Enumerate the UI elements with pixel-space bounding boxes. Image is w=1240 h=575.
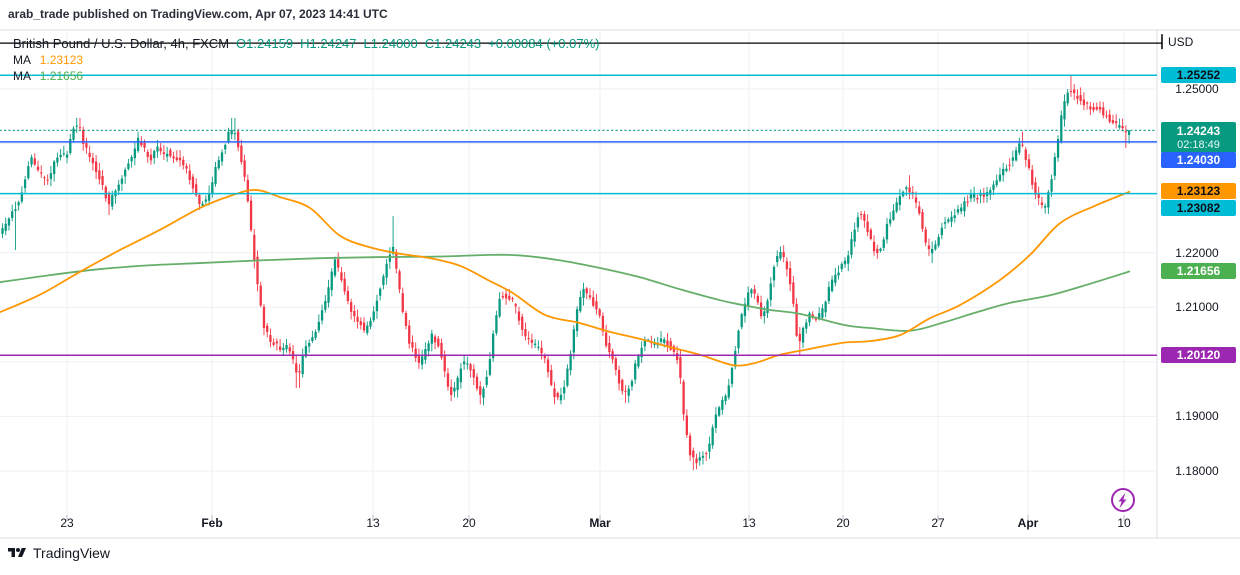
price-badge-upper-cyan: 1.25252: [1161, 67, 1236, 84]
ohlc-low: L1.24000: [363, 36, 418, 51]
price-axis-label: 1.22000: [1175, 245, 1219, 260]
price-axis-currency-label: USD: [1168, 35, 1194, 49]
time-axis-label: 10: [1117, 516, 1131, 530]
price-badge-blue: 1.24030: [1161, 152, 1236, 168]
horizontal-line-black: [0, 34, 1163, 50]
price-badge-lower-cyan: 1.23082: [1161, 200, 1236, 216]
ma1-value: 1.23123: [39, 53, 84, 67]
current-price-badge: 1.24243 02:18:49: [1161, 122, 1236, 153]
symbol-title[interactable]: British Pound / U.S. Dollar, 4h, FXCM: [13, 36, 230, 51]
time-axis-label: 13: [366, 516, 380, 530]
time-axis-label: 23: [60, 516, 74, 530]
grid: [0, 30, 1157, 521]
price-axis-label: 1.18000: [1175, 463, 1219, 478]
tradingview-attribution[interactable]: TradingView: [8, 545, 110, 561]
price-axis-label: 1.25000: [1175, 82, 1219, 96]
ohlc-high: H1.24247: [300, 36, 357, 51]
time-axis-label-month: Feb: [201, 516, 223, 530]
ohlc-open: O1.24159: [236, 36, 294, 51]
tradingview-logo-icon: [8, 546, 26, 560]
ohlc-change: +0.00084 (+0.07%): [488, 36, 600, 51]
ma1-label: MA: [13, 53, 31, 67]
ohlc-close: C1.24243: [424, 36, 482, 51]
tradingview-brand-text: TradingView: [33, 545, 111, 561]
price-axis-label: 1.19000: [1175, 409, 1219, 424]
time-axis-label: 20: [462, 516, 476, 530]
time-axis-label-month: Apr: [1017, 516, 1039, 530]
chart-legend: British Pound / U.S. Dollar, 4h, FXCM O1.…: [13, 36, 599, 51]
ma2-value: 1.21656: [39, 69, 84, 83]
price-axis-label: 1.21000: [1175, 300, 1219, 315]
attribution-text: arab_trade published on TradingView.com,…: [8, 7, 388, 21]
time-axis-label: 20: [836, 516, 850, 530]
countdown-timer: 02:18:49: [1177, 139, 1220, 151]
ma-legend-row-2: MA 1.21656: [13, 69, 83, 83]
ma-orange-badge: 1.23123: [1161, 183, 1236, 200]
price-badge-purple: 1.20120: [1161, 347, 1236, 364]
pane-borders: [0, 29, 1240, 539]
ma-legend-row-1: MA 1.23123: [13, 53, 83, 67]
ma2-label: MA: [13, 69, 31, 83]
time-axis-label: 27: [931, 516, 945, 530]
time-axis-label-month: Mar: [589, 516, 611, 530]
time-axis-label: 13: [742, 516, 756, 530]
ma-green-badge: 1.21656: [1161, 263, 1236, 280]
lightning-marker-icon[interactable]: [1111, 488, 1135, 512]
candlestick-series: [1, 75, 1131, 470]
ma-line-orange: [0, 189, 1131, 367]
ma-line-green: [0, 253, 1131, 332]
